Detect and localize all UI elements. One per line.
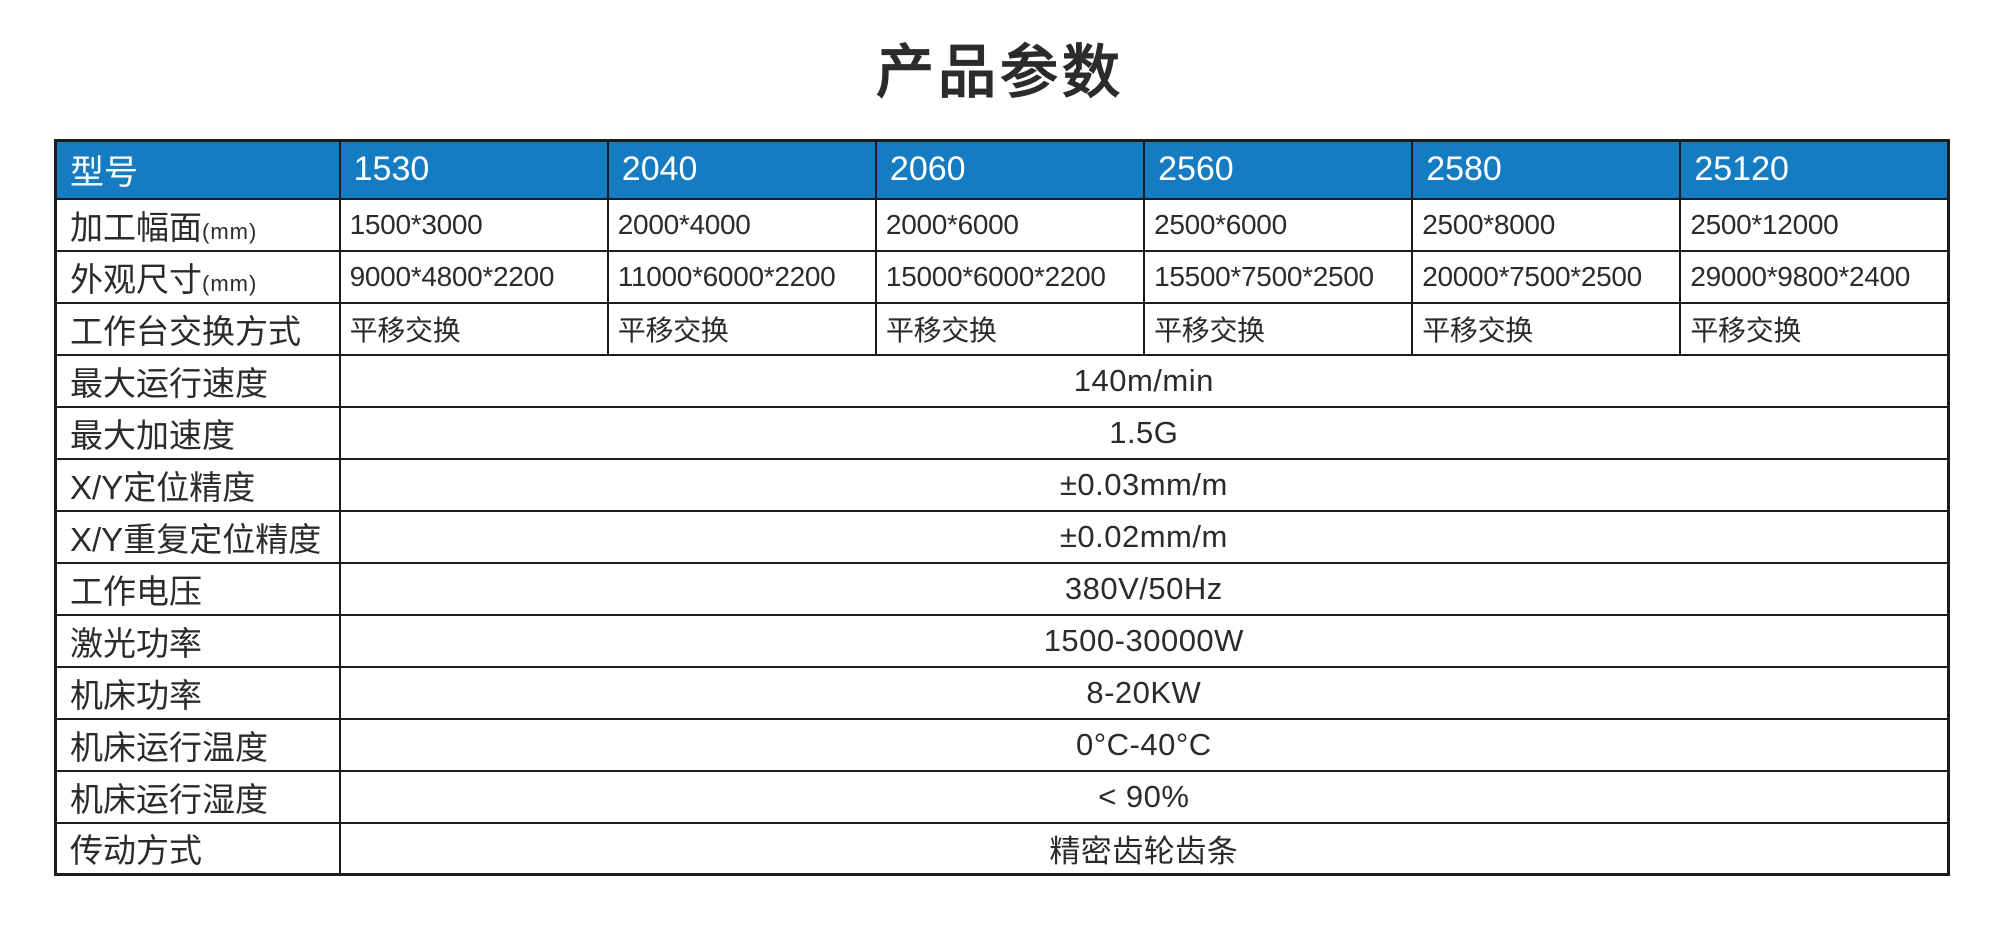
row-label: 最大运行速度: [54, 353, 341, 408]
spanned-value: 140m/min: [338, 353, 1950, 408]
spanned-value: ±0.02mm/m: [338, 509, 1950, 564]
row-label: X/Y定位精度: [54, 457, 341, 512]
cell-value: 2000*4000: [606, 197, 877, 252]
product-spec-table: 型号 1530 2040 2060 2560 2580 25120 加工幅面(m…: [54, 139, 1950, 876]
table-row-transmission-mode: 传动方式 精密齿轮齿条: [54, 821, 1950, 876]
row-label-unit: (mm): [202, 270, 258, 296]
cell-value: 15500*7500*2500: [1143, 249, 1414, 304]
table-row-max-acceleration: 最大加速度 1.5G: [54, 405, 1950, 460]
row-label: 工作电压: [54, 561, 341, 616]
cell-value: 平移交换: [338, 301, 609, 356]
cell-value: 2500*12000: [1679, 197, 1950, 252]
row-label: 最大加速度: [54, 405, 341, 460]
row-label: 机床运行温度: [54, 717, 341, 772]
table-row-operating-temperature: 机床运行温度 0°C-40°C: [54, 717, 1950, 772]
table-row-laser-power: 激光功率 1500-30000W: [54, 613, 1950, 668]
header-cell-model: 2060: [874, 139, 1146, 200]
cell-value: 1500*3000: [338, 197, 609, 252]
row-label-text: 工作台交换方式: [70, 312, 301, 350]
spanned-value: ±0.03mm/m: [338, 457, 1950, 512]
spanned-value: 1.5G: [338, 405, 1950, 460]
row-label: 机床功率: [54, 665, 341, 720]
row-label: X/Y重复定位精度: [54, 509, 341, 564]
table-row-dimensions: 外观尺寸(mm) 9000*4800*2200 11000*6000*2200 …: [54, 249, 1950, 304]
spanned-value: 380V/50Hz: [338, 561, 1950, 616]
table-row-repeat-positioning-accuracy: X/Y重复定位精度 ±0.02mm/m: [54, 509, 1950, 564]
cell-value: 平移交换: [606, 301, 877, 356]
cell-value: 平移交换: [1679, 301, 1950, 356]
table-row-working-area: 加工幅面(mm) 1500*3000 2000*4000 2000*6000 2…: [54, 197, 1950, 252]
row-label-text: 外观尺寸: [70, 260, 202, 298]
cell-value: 9000*4800*2200: [338, 249, 609, 304]
cell-value: 平移交换: [874, 301, 1146, 356]
header-cell-model: 25120: [1679, 139, 1950, 200]
header-cell-model: 2560: [1143, 139, 1414, 200]
row-label: 加工幅面(mm): [54, 197, 341, 252]
header-cell-model: 2580: [1411, 139, 1682, 200]
row-label: 工作台交换方式: [54, 301, 341, 356]
table-header-row: 型号 1530 2040 2060 2560 2580 25120: [54, 139, 1950, 200]
cell-value: 15000*6000*2200: [874, 249, 1146, 304]
header-cell-model: 2040: [606, 139, 877, 200]
page-title: 产品参数: [875, 40, 1124, 105]
cell-value: 2500*6000: [1143, 197, 1414, 252]
table-row-max-speed: 最大运行速度 140m/min: [54, 353, 1950, 408]
header-cell-model-label: 型号: [54, 139, 341, 200]
spanned-value: 1500-30000W: [338, 613, 1950, 668]
cell-value: 平移交换: [1143, 301, 1414, 356]
header-cell-model: 1530: [338, 139, 609, 200]
cell-value: 29000*9800*2400: [1679, 249, 1950, 304]
row-label: 激光功率: [54, 613, 341, 668]
row-label: 外观尺寸(mm): [54, 249, 341, 304]
cell-value: 2000*6000: [874, 197, 1146, 252]
row-label-unit: (mm): [202, 218, 258, 244]
table-row-positioning-accuracy: X/Y定位精度 ±0.03mm/m: [54, 457, 1950, 512]
table-row-working-voltage: 工作电压 380V/50Hz: [54, 561, 1950, 616]
spanned-value: 精密齿轮齿条: [338, 821, 1950, 876]
cell-value: 20000*7500*2500: [1411, 249, 1682, 304]
table-row-table-exchange: 工作台交换方式 平移交换 平移交换 平移交换 平移交换 平移交换 平移交换: [54, 301, 1950, 356]
cell-value: 平移交换: [1411, 301, 1682, 356]
table-row-operating-humidity: 机床运行湿度 < 90%: [54, 769, 1950, 824]
spanned-value: < 90%: [338, 769, 1950, 824]
spanned-value: 0°C-40°C: [338, 717, 1950, 772]
cell-value: 2500*8000: [1411, 197, 1682, 252]
row-label-text: 加工幅面: [70, 208, 202, 246]
row-label: 机床运行湿度: [54, 769, 341, 824]
spanned-value: 8-20KW: [338, 665, 1950, 720]
table-row-machine-power: 机床功率 8-20KW: [54, 665, 1950, 720]
cell-value: 11000*6000*2200: [606, 249, 877, 304]
row-label: 传动方式: [54, 821, 341, 876]
